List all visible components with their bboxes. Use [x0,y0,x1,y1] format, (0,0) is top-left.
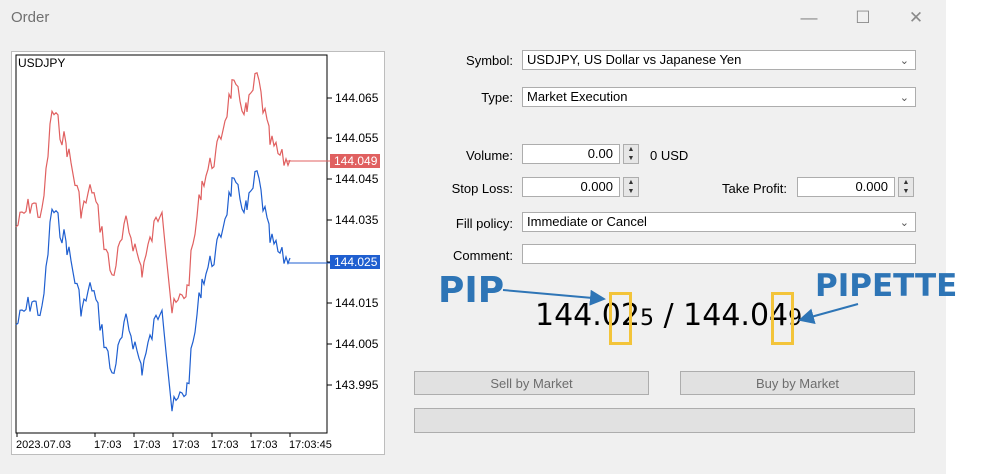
maximize-icon[interactable]: ☐ [855,8,871,27]
bid-price-label: 144.025 [334,255,378,269]
x-tick-label: 17:03 [250,439,278,451]
close-icon[interactable]: ✕ [908,8,924,27]
fill-policy-label: Fill policy: [455,216,513,231]
spin-up-icon: ▲ [902,179,910,186]
chevron-down-icon: ⌄ [899,92,909,104]
stop-loss-label: Stop Loss: [451,181,513,196]
symbol-value: USDJPY, US Dollar vs Japanese Yen [527,52,742,67]
y-tick-label: 144.005 [335,337,379,351]
minimize-icon[interactable]: — [800,8,818,27]
comment-label: Comment: [453,248,513,263]
title-bar: Order — ☐ ✕ [0,0,946,36]
bid-price-pipette: 5 [639,306,654,331]
pipette-arrow [798,303,859,324]
spin-up-icon: ▲ [627,146,635,153]
bid-ask-prices: 144.025 / 144.049 [535,298,802,333]
bid-series-line [15,169,291,412]
ask-price-tag [330,154,380,168]
pip-callout: PIP [438,270,505,311]
ask-series-line [15,71,291,314]
spin-down-icon: ▼ [902,188,910,195]
plot-frame [15,54,328,434]
spin-up-icon: ▲ [627,179,635,186]
bid-price-tag [330,255,380,269]
x-tick-label: 17:03 [94,439,122,451]
order-window: Order — ☐ ✕ USDJPY 144.065 144.055 144.045… [0,0,957,474]
window-title: Order [11,9,50,26]
x-axis-ticks: 2023.07.03 17:03 17:03 17:03 17:03 17:03 17:03… [16,433,332,451]
type-value: Market Execution [527,89,628,104]
x-tick-label: 17:03 [211,439,239,451]
x-tick-label: 17:03:45 [289,439,332,451]
volume-input[interactable]: 0.00 [522,144,620,164]
y-tick-label: 144.015 [335,296,379,310]
chart-svg: USDJPY 144.065144.055144.045144.035144.0… [15,54,380,451]
volume-label: Volume: [466,148,513,163]
y-axis-ticks: 144.065 144.055 144.045 144.035 144.025 144.0… [327,91,379,392]
volume-unit: 0 USD [650,148,689,163]
stop-loss-spinner[interactable]: ▲ ▼ [623,177,639,197]
take-profit-spinner[interactable]: ▲ ▼ [898,177,914,197]
pipette-callout: PIPETTE [815,268,958,304]
y-tick-label: 144.065 [335,91,379,105]
type-label: Type: [481,90,513,105]
x-tick-label: 17:03 [172,439,200,451]
y-tick-label: 144.035 [335,213,379,227]
symbol-select[interactable]: USDJPY, US Dollar vs Japanese Yen ⌄ [522,50,916,70]
fill-policy-value: Immediate or Cancel [527,214,647,229]
x-tick-label: 2023.07.03 [16,439,71,451]
take-profit-input[interactable]: 0.000 [797,177,895,197]
y-tick-label: 143.995 [335,378,379,392]
spin-down-icon: ▼ [627,188,635,195]
y-tick-label: 144.045 [335,172,379,186]
buy-by-market-button[interactable]: Buy by Market [680,371,915,395]
take-profit-label: Take Profit: [721,181,787,196]
price-chart: USDJPY 144.065 144.055 144.045 144.035 144.0… [11,51,385,455]
place-order-button[interactable] [414,408,915,433]
price-separator: / [653,298,684,333]
ask-price-label: 144.049 [334,154,378,168]
bid-price-main: 144.02 [535,298,640,333]
sell-by-market-button[interactable]: Sell by Market [414,371,649,395]
volume-spinner[interactable]: ▲ ▼ [623,144,639,164]
type-select[interactable]: Market Execution ⌄ [522,87,916,107]
y-tick-label: 144.055 [335,131,379,145]
x-tick-label: 17:03 [133,439,161,451]
stop-loss-input[interactable]: 0.000 [522,177,620,197]
chevron-down-icon: ⌄ [899,217,909,229]
chevron-down-icon: ⌄ [899,55,909,67]
pipette-highlight-box [771,292,794,345]
ask-price-main: 144.04 [683,298,789,333]
fill-policy-select[interactable]: Immediate or Cancel ⌄ [522,212,916,232]
symbol-label: Symbol: [466,53,513,68]
comment-input[interactable] [522,244,916,264]
pip-highlight-box [609,292,632,345]
spin-down-icon: ▼ [627,155,635,162]
chart-symbol: USDJPY [18,56,65,70]
